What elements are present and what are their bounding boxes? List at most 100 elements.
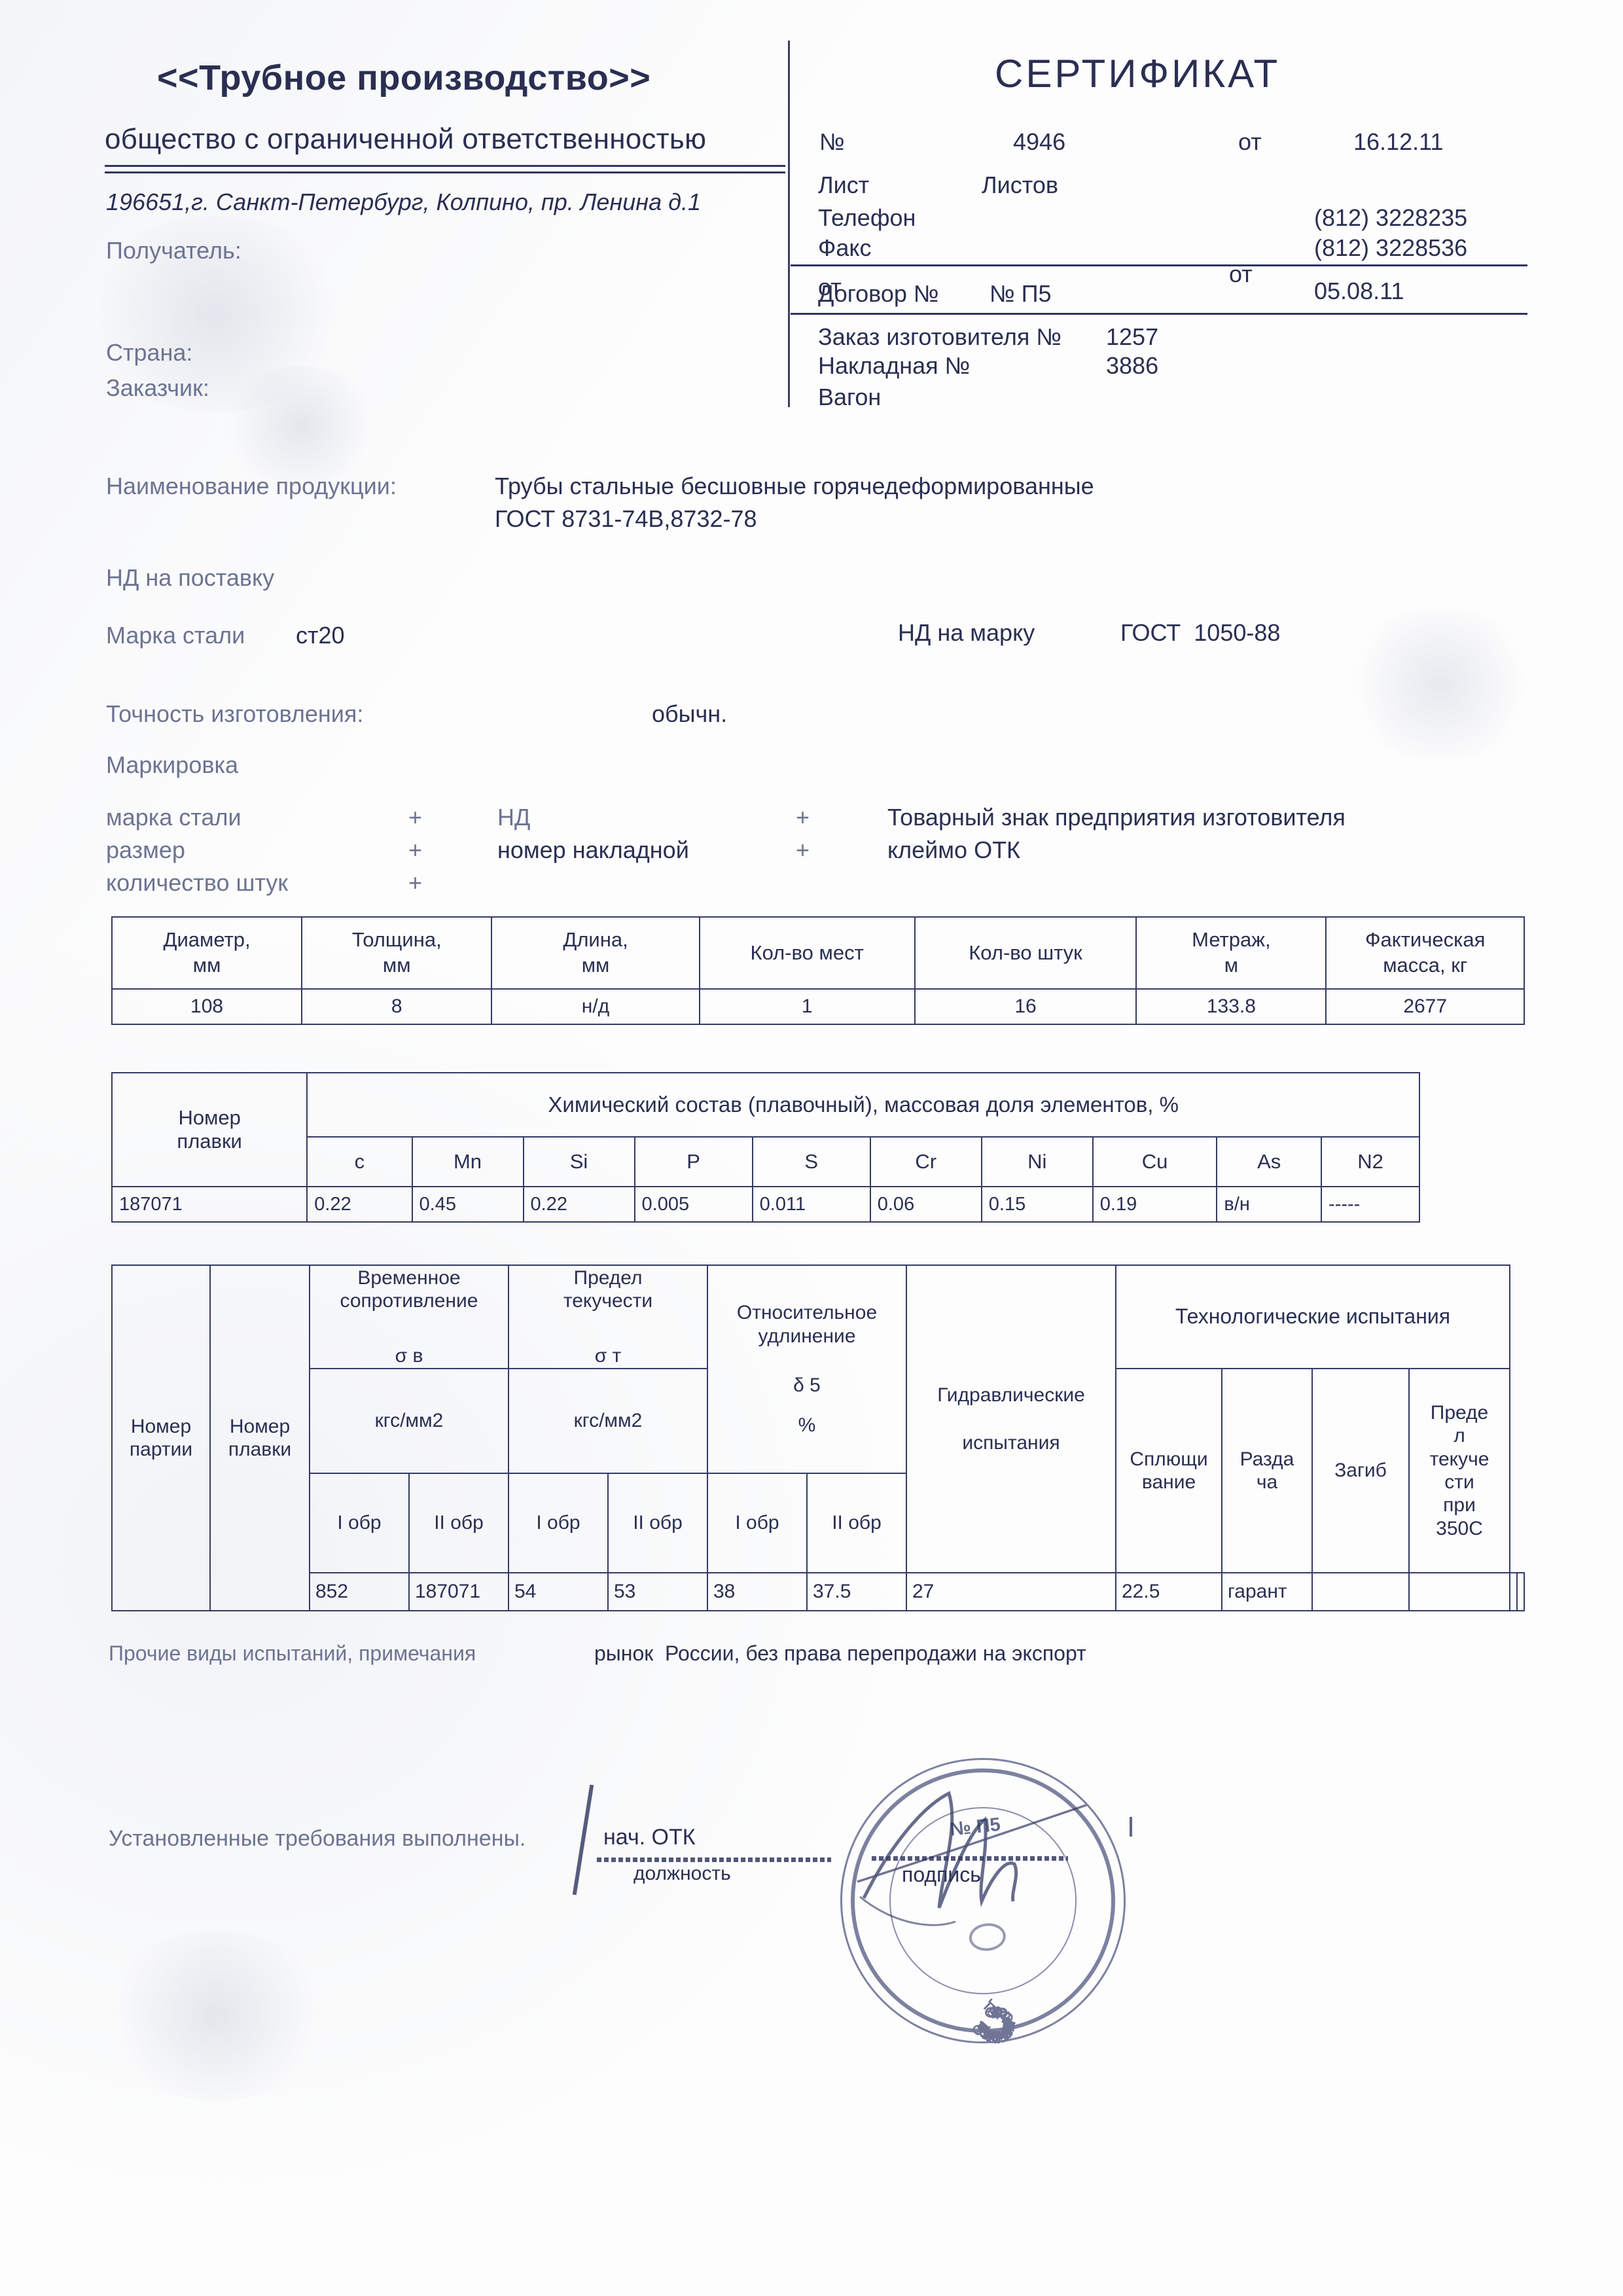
mech-col-heat-l1: Номер <box>229 1415 291 1437</box>
chem-col-n2: N2 <box>1321 1136 1420 1187</box>
mech-header-row-2: кгс/мм2 кгс/мм2 Сплющи вание Разда ча За… <box>112 1368 1524 1573</box>
chem-val-s: 0.011 <box>751 1186 871 1223</box>
header-divider-bottom <box>105 171 785 173</box>
dim-col-pieces-l1: Кол-во штук <box>969 941 1082 964</box>
marking-title: Маркировка <box>106 751 239 778</box>
dim-val-places: 1 <box>698 988 916 1025</box>
mech-col-elong-l2: удлинение <box>758 1325 856 1347</box>
chem-col-si: Si <box>522 1136 635 1187</box>
dim-val-length: н/д <box>491 988 700 1025</box>
mech-col-elong-sym: δ 5 <box>793 1374 821 1396</box>
mech-val-heat: 187071 <box>408 1572 509 1611</box>
sheet-label: Лист <box>818 171 870 198</box>
requirements-met-text: Установленные требования выполнены. <box>109 1826 526 1851</box>
marking-row-1-c3: клеймо ОТК <box>887 836 1021 863</box>
accuracy-label: Точность изготовления: <box>106 700 364 727</box>
chem-group-title: Химический состав (плавочный), массовая … <box>306 1072 1420 1138</box>
marking-row-1-m2: + <box>796 836 810 863</box>
dim-col-thickness-l1: Толщина, <box>351 928 442 952</box>
mech-col-tensile-l2: сопротивление <box>340 1290 478 1312</box>
chem-col-p: P <box>633 1136 753 1187</box>
certificate-title: СЕРТИФИКАТ <box>995 52 1281 96</box>
nd-grade-value: ГОСТ 1050-88 <box>1120 619 1281 646</box>
mech-col-batch: Номер партии <box>111 1265 211 1611</box>
mech-val-elong-1: 27 <box>906 1572 1116 1611</box>
mech-col-heat: Номер плавки <box>209 1265 310 1611</box>
phone-label: Телефон <box>818 204 916 231</box>
mech-val-tensile-1: 54 <box>508 1572 609 1611</box>
dimensions-header-row: Диаметр, мм Толщина, мм Длина, мм Кол-во… <box>111 916 1525 990</box>
mech-sample-tensile-1: I обр <box>309 1473 410 1573</box>
dim-col-thickness-l2: мм <box>382 954 411 977</box>
dim-col-meterage-l2: м <box>1224 954 1239 977</box>
marking-row-0-c1: марка стали <box>106 804 241 831</box>
contract-from-label: от <box>1229 260 1253 287</box>
mech-col-yield350-l6: 350С <box>1436 1517 1483 1539</box>
mech-val-yield-2: 37.5 <box>806 1572 907 1611</box>
chem-val-cu: 0.19 <box>1092 1186 1218 1223</box>
mech-col-hydraulic: Гидравлические испытания <box>906 1265 1116 1573</box>
signature-underline <box>872 1856 1068 1861</box>
chem-val-n2: ----- <box>1321 1186 1420 1223</box>
chem-val-p: 0.005 <box>633 1186 753 1223</box>
signature-label: подпись <box>902 1863 981 1886</box>
waybill-label: Накладная № <box>818 352 971 379</box>
dim-val-mass: 2677 <box>1325 988 1525 1025</box>
chem-group-row: Номер плавки Химический состав (плавочны… <box>111 1072 1420 1187</box>
dimensions-table: Диаметр, мм Толщина, мм Длина, мм Кол-во… <box>111 916 1525 1025</box>
dim-col-places: Кол-во мест <box>698 916 916 990</box>
dim-col-diameter-l2: мм <box>192 954 221 977</box>
mech-sample-elong-1: I обр <box>707 1473 808 1573</box>
chem-val-heat: 187071 <box>111 1186 308 1223</box>
chem-col-cr: Cr <box>869 1136 982 1187</box>
accuracy-value: обычн. <box>652 700 728 727</box>
other-tests-value: рынок России, без права перепродажи на э… <box>594 1641 1086 1665</box>
mech-col-yield-l1: Предел <box>573 1266 643 1289</box>
mech-col-expansion: Разда ча <box>1221 1368 1313 1573</box>
chem-col-s: S <box>751 1136 871 1187</box>
mech-col-yield: Предел текучести σ т <box>508 1265 708 1369</box>
mech-col-hydraulic-l2: испытания <box>962 1432 1060 1454</box>
mech-col-tensile-unit: кгс/мм2 <box>374 1410 444 1432</box>
scan-smudge <box>79 216 353 412</box>
dim-col-thickness: Толщина, мм <box>301 916 493 990</box>
mech-col-tensile-sym: σ в <box>395 1344 423 1367</box>
contract-label: Договор № <box>818 280 939 307</box>
mech-col-yield350-l4: сти <box>1444 1471 1474 1493</box>
mech-header-row-1: Номер партии Номер плавки Временное сопр… <box>111 1265 1524 1611</box>
dim-val-meterage: 133.8 <box>1135 988 1327 1025</box>
chem-val-c: 0.22 <box>306 1186 413 1223</box>
mech-sample-yield-1: I обр <box>508 1473 609 1573</box>
chemical-composition-table: Номер плавки Химический состав (плавочны… <box>111 1072 1420 1223</box>
chem-col-heat-number: Номер плавки <box>111 1072 308 1187</box>
mech-col-yield350-l5: при <box>1443 1494 1476 1516</box>
dim-col-length-l2: мм <box>581 954 610 977</box>
contract-date-label: от <box>818 274 842 300</box>
chem-val-mn: 0.45 <box>411 1186 524 1223</box>
steel-grade-value: ст20 <box>296 622 345 649</box>
mech-col-yield-unit-cell: кгс/мм2 <box>508 1368 708 1474</box>
mech-col-yield-unit: кгс/мм2 <box>573 1410 643 1432</box>
chem-val-ni: 0.15 <box>980 1186 1094 1223</box>
mech-col-bend-l1: Загиб <box>1334 1460 1387 1482</box>
mech-sample-elong-2: II обр <box>806 1473 907 1573</box>
manufacturer-order-label: Заказ изготовителя № <box>818 323 1061 350</box>
header-divider-top <box>105 165 785 167</box>
chem-col-ni: Ni <box>980 1136 1094 1187</box>
chem-col-cu: Cu <box>1092 1136 1218 1187</box>
position-value: нач. ОТК <box>603 1825 696 1850</box>
chem-col-heat-l2: плавки <box>177 1130 242 1153</box>
dim-col-places-l1: Кол-во мест <box>750 941 864 964</box>
fax-label: Факс <box>818 234 872 261</box>
marking-row-1-m1: + <box>408 836 423 863</box>
receiver-label: Получатель: <box>106 237 241 264</box>
mech-sample-tensile-2: II обр <box>408 1473 509 1573</box>
marking-row-0-m2: + <box>796 804 810 831</box>
mech-val-tensile-2: 53 <box>607 1572 708 1611</box>
mech-group-tech-tests: Технологические испытания <box>1115 1265 1510 1369</box>
dim-col-length: Длина, мм <box>491 916 700 990</box>
chem-val-si: 0.22 <box>522 1186 635 1223</box>
mech-col-batch-l1: Номер <box>130 1415 192 1437</box>
mech-col-expansion-l1: Разда <box>1240 1448 1294 1470</box>
chem-data-row: 187071 0.22 0.45 0.22 0.005 0.011 0.06 0… <box>111 1186 1420 1223</box>
